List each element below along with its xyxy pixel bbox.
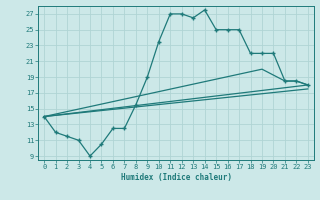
X-axis label: Humidex (Indice chaleur): Humidex (Indice chaleur) xyxy=(121,173,231,182)
